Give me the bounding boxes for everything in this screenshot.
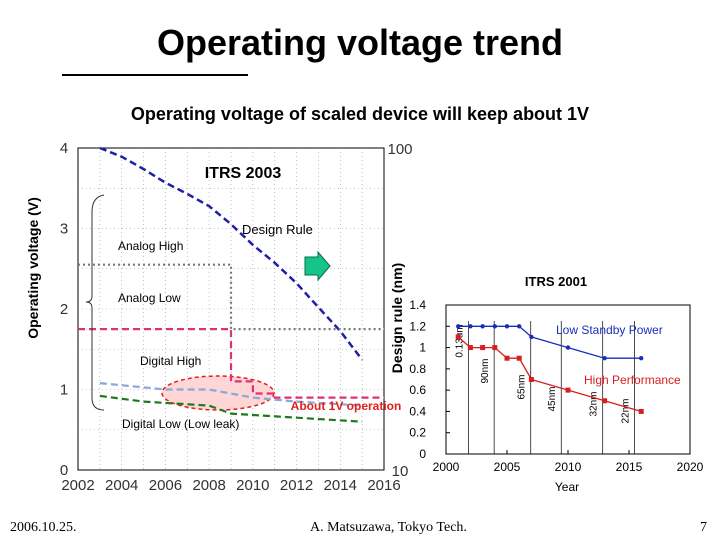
x-tick-label: 2005 [494, 460, 521, 474]
node-label: 90nm [480, 358, 491, 383]
itrs2003-chart: 2002 2004 2006 2008 2010 2012 2014 2016 0 1 2 3 4 10 1… [25, 140, 413, 494]
title-underline [62, 74, 248, 76]
data-point [602, 398, 608, 404]
y2-axis-label: Design rule (nm) [389, 263, 405, 373]
data-point [639, 356, 644, 361]
y-tick-label: 0.2 [409, 426, 426, 440]
x-tick-label: 2004 [105, 477, 138, 494]
y-tick-label: 4 [60, 140, 68, 157]
data-point [468, 324, 473, 329]
slide-subtitle: Operating voltage of scaled device will … [130, 104, 590, 124]
data-point [492, 324, 497, 329]
x-tick-label: 2020 [677, 460, 704, 474]
chart-title: ITRS 2003 [205, 165, 282, 182]
data-point [504, 355, 510, 361]
x-tick-label: 2008 [192, 477, 225, 494]
slide-title: Operating voltage trend [156, 22, 564, 63]
about-1v-highlight [161, 375, 275, 411]
data-point [528, 377, 534, 382]
series-line [99, 146, 364, 361]
y-tick-label: 3 [60, 221, 68, 238]
x-tick-label: 2012 [280, 477, 313, 494]
y-tick-label: 0.4 [409, 404, 426, 418]
arrow-icon [304, 250, 331, 282]
data-point [517, 324, 522, 329]
x-tick-label: 2002 [61, 477, 94, 494]
y-tick-label: 0.8 [409, 362, 426, 376]
x-tick-label: 2010 [555, 460, 582, 474]
y-tick-label: 0.6 [409, 383, 426, 397]
y2-tick-label: 10 [392, 463, 409, 480]
design-rule-label: Design Rule [242, 222, 313, 237]
series-line [458, 325, 642, 359]
data-point [456, 324, 461, 329]
data-point [565, 387, 571, 393]
data-point [480, 324, 485, 329]
series-label: High Performance [584, 373, 681, 387]
footer-date: 2006.10.25. [10, 520, 77, 535]
data-point [467, 345, 473, 351]
node-label: 0.13um [455, 324, 466, 357]
page-number: 7 [700, 520, 707, 535]
data-point [565, 345, 571, 350]
series-label: Digital High [140, 354, 201, 368]
x-tick-label: 2016 [367, 477, 400, 494]
footer-author: A. Matsuzawa, Tokyo Tech. [310, 520, 467, 535]
data-point [516, 355, 522, 361]
x-tick-label: 2010 [236, 477, 269, 494]
data-point [492, 345, 498, 351]
data-point [638, 408, 644, 414]
y-tick-label: 1.4 [409, 298, 426, 312]
series-label: Analog Low [118, 291, 181, 305]
y-tick-label: 0 [60, 462, 68, 479]
series-line [99, 394, 363, 423]
x-tick-label: 2006 [149, 477, 182, 494]
chart-title: ITRS 2001 [525, 274, 587, 289]
y-axis-label: Operating voltage (V) [25, 197, 41, 339]
y-tick-label: 1 [60, 382, 68, 399]
series-line [78, 263, 384, 331]
y-tick-label: 1.2 [409, 319, 426, 333]
data-point [455, 334, 461, 340]
x-axis-label: Year [555, 480, 579, 494]
series-line [78, 328, 384, 399]
x-tick-label: 2014 [324, 477, 357, 494]
node-label: 32nm [589, 391, 600, 416]
y-tick-label: 1 [419, 341, 426, 355]
y2-tick-label: 100 [387, 141, 412, 158]
y-tick-label: 0 [419, 447, 426, 461]
series-bracket [85, 194, 105, 411]
y-tick-label: 2 [60, 301, 68, 318]
node-label: 22nm [620, 398, 631, 423]
about-1v-label: About 1V operation [291, 399, 402, 413]
node-label: 45nm [547, 386, 558, 411]
series-label: Low Standby Power [556, 323, 663, 337]
series-label: Digital Low (Low leak) [122, 417, 239, 431]
x-tick-label: 2000 [433, 460, 460, 474]
series-line [457, 336, 642, 413]
node-label: 65nm [517, 374, 528, 399]
x-tick-label: 2015 [616, 460, 643, 474]
data-point [504, 324, 510, 329]
data-point [480, 345, 486, 351]
data-point [602, 356, 607, 361]
data-point [529, 334, 534, 340]
series-label: Analog High [118, 239, 183, 253]
itrs2001-chart: 2000 2005 2010 2015 2020 0 0.2 0.4 0.6 0.8 1 1.2 1.4… [409, 274, 703, 494]
